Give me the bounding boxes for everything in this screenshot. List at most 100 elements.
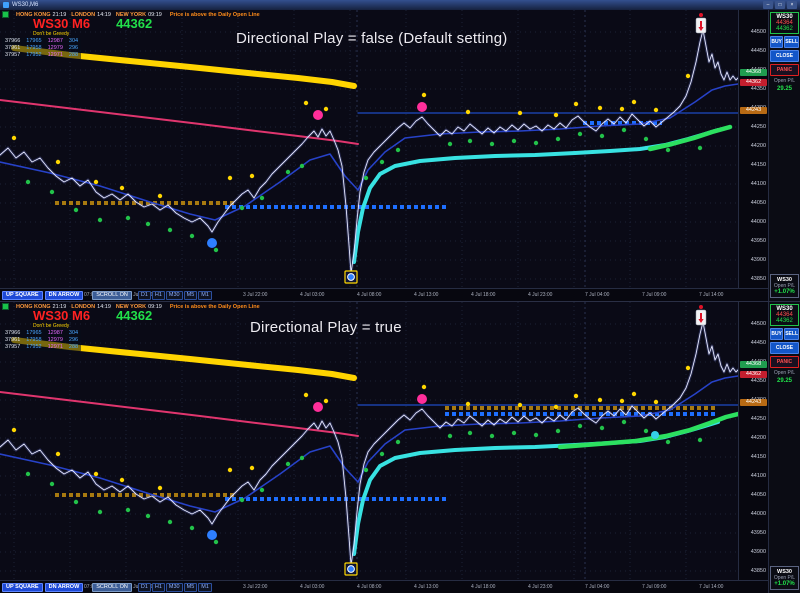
stat-cell: 12987 <box>47 38 63 44</box>
signal-yellow-icon <box>93 471 99 477</box>
signal-yellow-icon <box>119 477 125 483</box>
status-dot-icon <box>2 303 9 310</box>
signal-yellow-icon <box>157 193 163 199</box>
sell-button[interactable]: SELL <box>784 328 799 340</box>
scroll-button[interactable]: SCROLL ON <box>92 290 132 301</box>
stat-cell: 12979 <box>47 336 63 343</box>
maximize-button[interactable]: □ <box>775 1 785 9</box>
panic-button[interactable]: PANIC <box>770 64 799 76</box>
signal-magenta-icon <box>417 394 427 404</box>
minimize-button[interactable]: – <box>763 1 773 9</box>
buy-button[interactable]: BUY <box>770 36 784 48</box>
price-axis-label: 44150 <box>750 162 766 168</box>
signal-yellow-icon <box>11 135 17 141</box>
time-axis-label: 3 Jul 17:00 <box>186 292 210 298</box>
signal-yellow-icon <box>249 465 255 471</box>
time-axis[interactable]: UP SQUARE DN ARROW SCROLL ON D1 H1 M30 M5 M1… <box>0 288 768 301</box>
signal-yellow-icon <box>597 105 603 111</box>
timeframe-button-m5[interactable]: M5 <box>183 290 198 301</box>
account-pl-label: Open P/L <box>773 283 796 289</box>
time-axis-label: 3 Jul 22:00 <box>243 292 268 298</box>
panic-button[interactable]: PANIC <box>770 356 799 368</box>
signal-green-icon <box>97 509 103 515</box>
up-square-button[interactable]: UP SQUARE <box>2 582 43 593</box>
signal-yellow-icon <box>119 185 125 191</box>
signal-yellow-icon <box>653 107 659 113</box>
price-axis-label: 44250 <box>750 124 766 130</box>
signal-yellow-icon <box>573 393 579 399</box>
signal-yellow-icon <box>303 392 309 398</box>
signal-yellow-icon <box>303 100 309 106</box>
chart-plot[interactable]: HONG KONG 21:19 LONDON 14:19 NEW YORK 09:19 P… <box>0 10 738 288</box>
stat-cell: 304 <box>68 38 79 44</box>
signal-blue-icon <box>207 238 217 248</box>
timeframe-button-h1[interactable]: H1 <box>151 582 165 593</box>
sell-button[interactable]: SELL <box>784 36 799 48</box>
session-name: NEW YORK <box>115 11 147 18</box>
timeframe-button-m5[interactable]: M5 <box>183 582 198 593</box>
buy-sell-row: BUY SELL <box>770 36 799 48</box>
signal-green-icon <box>447 433 453 439</box>
chart-panel-bottom: HONG KONG 21:19 LONDON 14:19 NEW YORK 09:19 P… <box>0 301 800 593</box>
time-axis-label: 4 Jul 03:00 <box>300 584 325 590</box>
time-axis-label: 4 Jul 08:00 <box>357 584 382 590</box>
timeframe-button-m1[interactable]: M1 <box>198 290 212 301</box>
buy-button[interactable]: BUY <box>770 328 784 340</box>
signal-green-icon <box>511 138 517 144</box>
stat-cell: 17958 <box>26 336 42 343</box>
time-axis-label: 3 Jul 17:00 <box>186 584 210 590</box>
session-time: 14:19 <box>97 11 111 18</box>
series-price <box>0 321 738 566</box>
signal-yellow-icon <box>619 398 625 404</box>
signal-yellow-icon <box>157 485 163 491</box>
stat-cell: 37966 <box>5 38 21 44</box>
timeframe-button-m30[interactable]: M30 <box>165 290 183 301</box>
stat-cell: 12979 <box>47 44 63 51</box>
up-square-button[interactable]: UP SQUARE <box>2 290 43 301</box>
chart-canvas[interactable] <box>0 302 738 580</box>
signal-green-icon <box>73 499 79 505</box>
price-axis-label: 44050 <box>750 492 766 498</box>
price-axis-label: 44050 <box>750 200 766 206</box>
timeframe-button-m1[interactable]: M1 <box>198 582 212 593</box>
price-axis[interactable]: 4450044450444004435044300442504420044150… <box>738 10 768 288</box>
time-axis-label: 4 Jul 23:00 <box>528 584 553 590</box>
time-axis-label: 4 Jul 13:00 <box>414 292 439 298</box>
signal-green-icon <box>511 430 517 436</box>
quote-box: WS30 44364 44362 <box>770 12 799 34</box>
price-axis-label: 44150 <box>750 454 766 460</box>
signal-green-icon <box>599 425 605 431</box>
price-axis-label: 43850 <box>750 276 766 282</box>
close-button[interactable]: CLOSE <box>770 342 799 354</box>
dn-arrow-button[interactable]: DN ARROW <box>44 290 84 301</box>
dn-arrow-button[interactable]: DN ARROW <box>44 582 84 593</box>
signal-green-icon <box>125 507 131 513</box>
daily-open-alert: Price is above the Daily Open Line <box>169 11 260 18</box>
price-axis[interactable]: 4450044450444004435044300442504420044150… <box>738 302 768 580</box>
alert-dot-icon <box>699 13 703 17</box>
timeframe-button-d1[interactable]: D1 <box>137 290 151 301</box>
timeframe-button-h1[interactable]: H1 <box>151 290 165 301</box>
scroll-button[interactable]: SCROLL ON <box>92 582 132 593</box>
timeframe-button-m30[interactable]: M30 <box>165 582 183 593</box>
signal-yellow-icon <box>465 401 471 407</box>
signal-green-icon <box>285 169 291 175</box>
price-axis-label: 44500 <box>750 321 766 327</box>
time-axis[interactable]: UP SQUARE DN ARROW SCROLL ON D1 H1 M30 M5 M1… <box>0 580 768 593</box>
session-time: 14:19 <box>97 303 111 310</box>
time-axis-label: 7 Jul 14:00 <box>699 584 724 590</box>
chart-plot[interactable]: HONG KONG 21:19 LONDON 14:19 NEW YORK 09:19 P… <box>0 302 738 580</box>
open-pl-value: 29.25 <box>776 86 792 92</box>
stat-cell: 37957 <box>5 343 21 350</box>
session-times: HONG KONG 21:19 LONDON 14:19 NEW YORK 09:19 <box>11 304 162 310</box>
signal-green-icon <box>49 481 55 487</box>
series-slow-ma <box>0 375 738 513</box>
session-name: NEW YORK <box>115 303 147 310</box>
timeframe-button-d1[interactable]: D1 <box>137 582 151 593</box>
signal-green-icon <box>49 189 55 195</box>
close-window-button[interactable]: × <box>787 1 797 9</box>
chart-canvas[interactable] <box>0 10 738 288</box>
signal-yellow-icon <box>465 109 471 115</box>
close-button[interactable]: CLOSE <box>770 50 799 62</box>
signal-green-icon <box>299 455 305 461</box>
